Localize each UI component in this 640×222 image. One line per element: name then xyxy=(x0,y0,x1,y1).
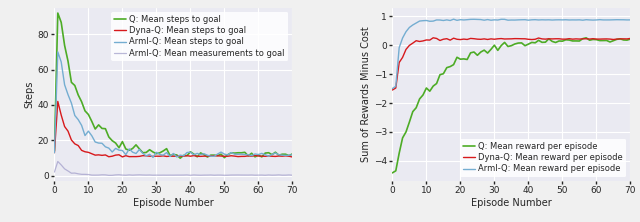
ArmI-Q: Mean steps to goal: (11, 22.6): Mean steps to goal: (11, 22.6) xyxy=(88,135,95,137)
ArmI-Q: Mean steps to goal: (70, 11.9): Mean steps to goal: (70, 11.9) xyxy=(289,153,296,156)
Line: ArmI-Q: Mean steps to goal: ArmI-Q: Mean steps to goal xyxy=(54,52,292,157)
Q: Mean reward per episode: (67, 0.224): Mean reward per episode: (67, 0.224) xyxy=(616,38,624,40)
Dyna-Q: Mean steps to goal: (35, 11): Mean steps to goal: (35, 11) xyxy=(170,155,177,158)
ArmI-Q: Mean measurements to goal: (65, 0.296): Mean measurements to goal: (65, 0.296) xyxy=(271,174,279,176)
Line: Q: Mean steps to goal: Q: Mean steps to goal xyxy=(54,13,292,158)
ArmI-Q: Mean measurements to goal: (36, 0.306): Mean measurements to goal: (36, 0.306) xyxy=(173,174,180,176)
Q: Mean reward per episode: (57, 0.26): Mean reward per episode: (57, 0.26) xyxy=(582,36,590,39)
Dyna-Q: Mean steps to goal: (21, 11.3): Mean steps to goal: (21, 11.3) xyxy=(122,154,130,157)
ArmI-Q: Mean measurements to goal: (70, 0.245): Mean measurements to goal: (70, 0.245) xyxy=(289,174,296,176)
Q: Mean steps to goal: (65, 13.2): Mean steps to goal: (65, 13.2) xyxy=(271,151,279,154)
Line: ArmI-Q: Mean measurements to goal: ArmI-Q: Mean measurements to goal xyxy=(54,161,292,175)
ArmI-Q: Mean steps to goal: (3, 51.4): Mean steps to goal: (3, 51.4) xyxy=(61,83,68,86)
Dyna-Q: Mean steps to goal: (43, 10.9): Mean steps to goal: (43, 10.9) xyxy=(196,155,204,158)
Line: Dyna-Q: Mean reward per episode: Dyna-Q: Mean reward per episode xyxy=(392,38,630,90)
Q: Mean steps to goal: (0, 14): Mean steps to goal: (0, 14) xyxy=(51,150,58,152)
ArmI-Q: Mean steps to goal: (65, 12.8): Mean steps to goal: (65, 12.8) xyxy=(271,152,279,154)
ArmI-Q: Mean reward per episode: (54, 0.878): Mean reward per episode: (54, 0.878) xyxy=(572,19,580,21)
Q: Mean steps to goal: (35, 12): Mean steps to goal: (35, 12) xyxy=(170,153,177,156)
ArmI-Q: Mean measurements to goal: (68, 0.273): Mean measurements to goal: (68, 0.273) xyxy=(282,174,289,176)
Dyna-Q: Mean reward per episode: (21, 0.215): Mean reward per episode: (21, 0.215) xyxy=(460,38,468,40)
Dyna-Q: Mean steps to goal: (70, 10.5): Mean steps to goal: (70, 10.5) xyxy=(289,156,296,158)
ArmI-Q: Mean steps to goal: (0, 13): Mean steps to goal: (0, 13) xyxy=(51,151,58,154)
ArmI-Q: Mean reward per episode: (0, -1.5): Mean reward per episode: (0, -1.5) xyxy=(388,87,396,90)
ArmI-Q: Mean measurements to goal: (44, 0.29): Mean measurements to goal: (44, 0.29) xyxy=(200,174,208,176)
Dyna-Q: Mean reward per episode: (70, 0.237): Mean reward per episode: (70, 0.237) xyxy=(627,37,634,40)
Q: Mean steps to goal: (11, 30.7): Mean steps to goal: (11, 30.7) xyxy=(88,120,95,123)
ArmI-Q: Mean measurements to goal: (1, 8): Mean measurements to goal: (1, 8) xyxy=(54,160,61,163)
Dyna-Q: Mean reward per episode: (12, 0.26): Mean reward per episode: (12, 0.26) xyxy=(429,36,437,39)
ArmI-Q: Mean measurements to goal: (3, 3.83): Mean measurements to goal: (3, 3.83) xyxy=(61,168,68,170)
Dyna-Q: Mean steps to goal: (3, 27.8): Mean steps to goal: (3, 27.8) xyxy=(61,125,68,128)
ArmI-Q: Mean reward per episode: (70, 0.88): Mean reward per episode: (70, 0.88) xyxy=(627,19,634,21)
Dyna-Q: Mean steps to goal: (54, 10.8): Mean steps to goal: (54, 10.8) xyxy=(234,155,242,158)
X-axis label: Episode Number: Episode Number xyxy=(471,198,552,208)
Q: Mean reward per episode: (2, -3.74): Mean reward per episode: (2, -3.74) xyxy=(396,152,403,155)
Dyna-Q: Mean reward per episode: (67, 0.222): Mean reward per episode: (67, 0.222) xyxy=(616,38,624,40)
Q: Mean reward per episode: (34, -0.0417): Mean reward per episode: (34, -0.0417) xyxy=(504,45,512,48)
Q: Mean reward per episode: (42, 0.0859): Mean reward per episode: (42, 0.0859) xyxy=(531,42,539,44)
ArmI-Q: Mean steps to goal: (36, 10.6): Mean steps to goal: (36, 10.6) xyxy=(173,156,180,158)
Line: ArmI-Q: Mean reward per episode: ArmI-Q: Mean reward per episode xyxy=(392,19,630,89)
ArmI-Q: Mean steps to goal: (68, 11.4): Mean steps to goal: (68, 11.4) xyxy=(282,154,289,157)
ArmI-Q: Mean reward per episode: (43, 0.877): Mean reward per episode: (43, 0.877) xyxy=(535,19,543,21)
Dyna-Q: Mean reward per episode: (35, 0.224): Mean reward per episode: (35, 0.224) xyxy=(508,38,515,40)
Dyna-Q: Mean steps to goal: (67, 11): Mean steps to goal: (67, 11) xyxy=(278,155,286,158)
ArmI-Q: Mean reward per episode: (18, 0.904): Mean reward per episode: (18, 0.904) xyxy=(450,18,458,20)
ArmI-Q: Mean reward per episode: (35, 0.876): Mean reward per episode: (35, 0.876) xyxy=(508,19,515,21)
ArmI-Q: Mean reward per episode: (21, 0.878): Mean reward per episode: (21, 0.878) xyxy=(460,19,468,21)
Dyna-Q: Mean reward per episode: (0, -1.55): Mean reward per episode: (0, -1.55) xyxy=(388,89,396,91)
Q: Mean reward per episode: (53, 0.15): Mean reward per episode: (53, 0.15) xyxy=(569,40,577,42)
Q: Mean reward per episode: (0, -4.42): Mean reward per episode: (0, -4.42) xyxy=(388,172,396,174)
Q: Mean reward per episode: (70, 0.215): Mean reward per episode: (70, 0.215) xyxy=(627,38,634,40)
Y-axis label: Steps: Steps xyxy=(24,81,35,108)
Dyna-Q: Mean reward per episode: (43, 0.252): Mean reward per episode: (43, 0.252) xyxy=(535,37,543,39)
Line: Dyna-Q: Mean steps to goal: Dyna-Q: Mean steps to goal xyxy=(54,101,292,157)
Dyna-Q: Mean reward per episode: (54, 0.222): Mean reward per episode: (54, 0.222) xyxy=(572,38,580,40)
ArmI-Q: Mean steps to goal: (29, 10.3): Mean steps to goal: (29, 10.3) xyxy=(149,156,157,159)
Legend: Q: Mean reward per episode, Dyna-Q: Mean reward per episode, ArmI-Q: Mean reward: Q: Mean reward per episode, Dyna-Q: Mean… xyxy=(460,139,626,177)
Q: Mean steps to goal: (37, 9.88): Mean steps to goal: (37, 9.88) xyxy=(177,157,184,160)
Q: Mean reward per episode: (20, -0.482): Mean reward per episode: (20, -0.482) xyxy=(456,58,464,61)
X-axis label: Episode Number: Episode Number xyxy=(133,198,214,208)
ArmI-Q: Mean measurements to goal: (0, 2): Mean measurements to goal: (0, 2) xyxy=(51,171,58,173)
ArmI-Q: Mean steps to goal: (1, 70): Mean steps to goal: (1, 70) xyxy=(54,51,61,53)
Q: Mean steps to goal: (68, 12.1): Mean steps to goal: (68, 12.1) xyxy=(282,153,289,156)
ArmI-Q: Mean reward per episode: (67, 0.885): Mean reward per episode: (67, 0.885) xyxy=(616,18,624,21)
Legend: Q: Mean steps to goal, Dyna-Q: Mean steps to goal, ArmI-Q: Mean steps to goal, A: Q: Mean steps to goal, Dyna-Q: Mean step… xyxy=(111,12,288,61)
Dyna-Q: Mean reward per episode: (2, -0.596): Mean reward per episode: (2, -0.596) xyxy=(396,61,403,64)
ArmI-Q: Mean measurements to goal: (11, 0.299): Mean measurements to goal: (11, 0.299) xyxy=(88,174,95,176)
ArmI-Q: Mean reward per episode: (2, -0.0808): Mean reward per episode: (2, -0.0808) xyxy=(396,46,403,49)
Q: Mean steps to goal: (70, 12.3): Mean steps to goal: (70, 12.3) xyxy=(289,153,296,155)
Q: Mean steps to goal: (3, 73.7): Mean steps to goal: (3, 73.7) xyxy=(61,44,68,47)
Y-axis label: Sum of Rewards Minus Cost: Sum of Rewards Minus Cost xyxy=(361,26,371,162)
Dyna-Q: Mean steps to goal: (1, 42): Mean steps to goal: (1, 42) xyxy=(54,100,61,103)
Q: Mean steps to goal: (44, 11.9): Mean steps to goal: (44, 11.9) xyxy=(200,153,208,156)
ArmI-Q: Mean measurements to goal: (16, 0.162): Mean measurements to goal: (16, 0.162) xyxy=(105,174,113,177)
ArmI-Q: Mean steps to goal: (44, 12.4): Mean steps to goal: (44, 12.4) xyxy=(200,153,208,155)
Q: Mean steps to goal: (1, 92): Mean steps to goal: (1, 92) xyxy=(54,12,61,14)
Line: Q: Mean reward per episode: Q: Mean reward per episode xyxy=(392,38,630,173)
Dyna-Q: Mean steps to goal: (0, 13): Mean steps to goal: (0, 13) xyxy=(51,151,58,154)
